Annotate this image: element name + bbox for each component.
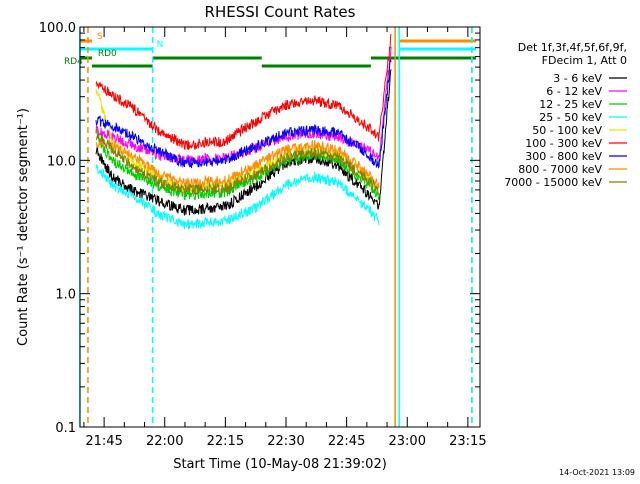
x-tick-label: 23:00 — [389, 434, 426, 449]
x-tick-label: 21:45 — [85, 434, 122, 449]
legend-label: 3 - 6 keV — [553, 72, 602, 85]
x-tick-label: 23:15 — [449, 434, 486, 449]
y-tick-label: 1.0 — [55, 288, 76, 303]
legend-label: 6 - 12 keV — [546, 85, 602, 98]
legend-label: 300 - 800 keV — [525, 150, 602, 163]
x-tick-label: 22:30 — [267, 434, 304, 449]
series-line — [95, 33, 392, 151]
y-tick-label: 100.0 — [39, 21, 76, 36]
legend-header: Det 1f,3f,4f,5f,6f,9f, — [518, 41, 627, 54]
flag-bar-label: RD4 — [64, 57, 83, 67]
series-line — [95, 128, 380, 196]
vertical-markers — [79, 27, 473, 427]
legend-label: 7000 - 15000 keV — [504, 176, 602, 189]
series-line — [95, 58, 392, 169]
x-tick-label: 22:45 — [328, 434, 365, 449]
x-tick-label: 22:00 — [146, 434, 183, 449]
x-axis: 21:45 22:00 22:15 22:30 22:45 23:00 23:15 — [83, 27, 487, 449]
x-axis-label: Start Time (10-May-08 21:39:02) — [173, 457, 387, 472]
chart-title: RHESSI Count Rates — [205, 3, 356, 21]
y-tick-label: 0.1 — [55, 421, 76, 436]
flag-bar-label: S — [97, 32, 103, 42]
legend-label: 100 - 300 keV — [525, 137, 602, 150]
y-axis: 0.1 1.0 10.0 100.0 — [39, 21, 480, 436]
series-line — [95, 164, 380, 230]
flag-bars: S N RD0 RD4 — [64, 32, 476, 68]
series-line — [95, 137, 380, 190]
y-axis-label: Count Rate (s⁻¹ detector segment⁻¹) — [16, 108, 31, 346]
plot-series — [95, 33, 392, 230]
legend-header: FDecim 1, Att 0 — [542, 54, 627, 67]
y-tick-label: 10.0 — [47, 154, 76, 169]
legend-label: 800 - 7000 keV — [518, 163, 602, 176]
legend-label: 12 - 25 keV — [539, 98, 602, 111]
plot-frame — [79, 26, 481, 428]
legend-label: 25 - 50 keV — [539, 111, 602, 124]
flag-bar-label: N — [157, 40, 164, 50]
series-line — [95, 69, 392, 216]
footer-timestamp: 14-Oct-2021 13:09 — [559, 468, 635, 477]
legend: Det 1f,3f,4f,5f,6f,9f,FDecim 1, Att 0 3 -… — [504, 41, 627, 189]
x-tick-label: 22:15 — [207, 434, 244, 449]
legend-label: 50 - 100 keV — [532, 124, 602, 137]
flag-bar-label: RD0 — [98, 49, 117, 59]
